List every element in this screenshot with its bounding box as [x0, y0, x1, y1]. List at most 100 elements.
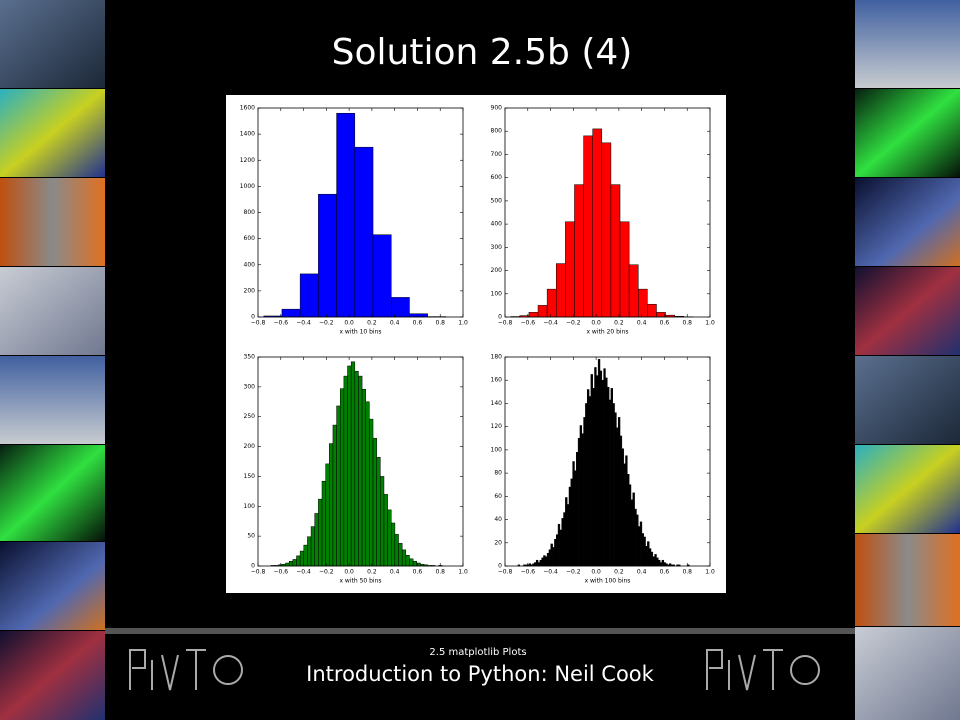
x-tick-label: −0.4	[543, 320, 558, 327]
histogram-bar	[641, 533, 644, 567]
histogram-bar	[572, 461, 575, 567]
x-tick-label: −0.8	[251, 320, 266, 327]
histogram-bar	[659, 562, 663, 567]
histogram-bar	[612, 403, 615, 567]
histogram-bar	[568, 486, 572, 567]
x-tick-label: 0.6	[660, 569, 670, 576]
y-tick-label: 60	[494, 493, 502, 500]
histogram-bar	[596, 375, 599, 567]
histogram-bar	[372, 234, 392, 318]
histogram-bar	[619, 221, 630, 318]
histogram-bar	[409, 558, 414, 567]
histogram-bar	[628, 264, 639, 318]
y-tick-label: 50	[247, 533, 255, 540]
logo-right	[706, 649, 820, 691]
x-tick-label: 0.6	[413, 320, 423, 327]
histogram-bar	[303, 544, 308, 567]
histogram-bar	[617, 417, 621, 567]
histogram-bar	[321, 480, 326, 567]
histogram-bar	[546, 552, 550, 567]
histogram-bar	[528, 312, 539, 318]
y-tick-label: 20	[494, 539, 502, 546]
x-tick-label: 0.0	[591, 569, 601, 576]
histogram-bar	[643, 536, 646, 567]
histogram-bar	[409, 313, 428, 318]
x-tick-label: −0.2	[319, 569, 334, 576]
x-tick-label: −0.2	[566, 569, 581, 576]
histogram-bar	[574, 470, 577, 567]
histogram-bar	[557, 523, 561, 567]
y-tick-label: 160	[491, 377, 503, 384]
histogram-bar	[541, 557, 544, 567]
histogram-bar	[336, 405, 341, 567]
y-tick-label: 100	[491, 446, 503, 453]
axes-frame	[504, 107, 711, 318]
histogram-bar	[550, 543, 553, 567]
histogram-bar	[391, 297, 410, 318]
histogram-bar	[614, 412, 617, 567]
y-tick-label: 800	[491, 128, 503, 135]
x-tick-label: −0.2	[566, 320, 581, 327]
y-tick-label: 0	[251, 563, 255, 570]
x-tick-label: −0.6	[273, 569, 288, 576]
x-axis-label: x with 20 bins	[586, 329, 628, 336]
histogram-bar	[288, 560, 294, 567]
histogram-bar	[405, 555, 410, 567]
histogram-bar	[376, 457, 381, 567]
histogram-bar	[285, 562, 290, 567]
footer-rule	[105, 628, 855, 634]
x-tick-label: 0.4	[637, 320, 647, 327]
y-tick-label: 0	[498, 314, 502, 321]
x-tick-label: −0.4	[296, 320, 311, 327]
y-tick-label: 1600	[240, 105, 255, 112]
x-tick-label: 0.0	[344, 569, 354, 576]
histogram-bar	[625, 455, 628, 567]
histogram-bar	[329, 443, 334, 567]
y-tick-label: 300	[491, 244, 503, 251]
x-tick-label: 1.0	[705, 320, 715, 327]
histogram-bar	[565, 497, 568, 567]
x-tick-label: −0.4	[543, 569, 558, 576]
slide-caption: 2.5 matplotlib Plots	[429, 647, 526, 658]
x-tick-label: −0.4	[296, 569, 311, 576]
histogram-bar	[380, 476, 385, 567]
y-tick-label: 80	[494, 470, 502, 477]
histogram-bar	[638, 288, 648, 318]
histogram-bar	[586, 389, 590, 567]
histogram-bar	[623, 463, 626, 567]
histogram-bar	[310, 526, 315, 567]
histogram-bar	[336, 112, 356, 318]
histogram-bar	[537, 562, 541, 567]
y-tick-label: 0	[498, 563, 502, 570]
histogram-bar	[581, 433, 584, 567]
y-tick-label: 400	[491, 221, 503, 228]
y-tick-label: 700	[491, 151, 503, 158]
histogram-bar	[534, 562, 537, 567]
x-tick-label: −0.8	[498, 320, 513, 327]
x-tick-label: 0.2	[614, 569, 624, 576]
histogram-bar	[296, 555, 301, 567]
x-tick-label: 0.4	[390, 320, 400, 327]
histogram-bar	[656, 557, 659, 567]
x-tick-label: 0.2	[614, 320, 624, 327]
histogram-bar	[621, 448, 624, 567]
y-tick-label: 1400	[240, 131, 255, 138]
histogram-bar	[314, 513, 319, 567]
histogram-bar	[636, 514, 639, 567]
histogram-bar	[616, 427, 619, 567]
x-axis-label: x with 50 bins	[339, 578, 381, 585]
y-tick-label: 250	[244, 413, 256, 420]
x-tick-label: 0.8	[435, 320, 445, 327]
histogram-bar	[537, 305, 548, 318]
histogram-bar	[652, 556, 655, 567]
histogram-bar	[412, 560, 418, 567]
histogram-bar	[292, 559, 297, 567]
x-tick-label: 0.8	[682, 569, 692, 576]
histogram-bar	[607, 386, 610, 567]
x-tick-label: 0.8	[682, 320, 692, 327]
histogram-bar	[601, 379, 604, 567]
histogram-bar	[597, 359, 601, 567]
histogram-bar	[648, 548, 652, 567]
